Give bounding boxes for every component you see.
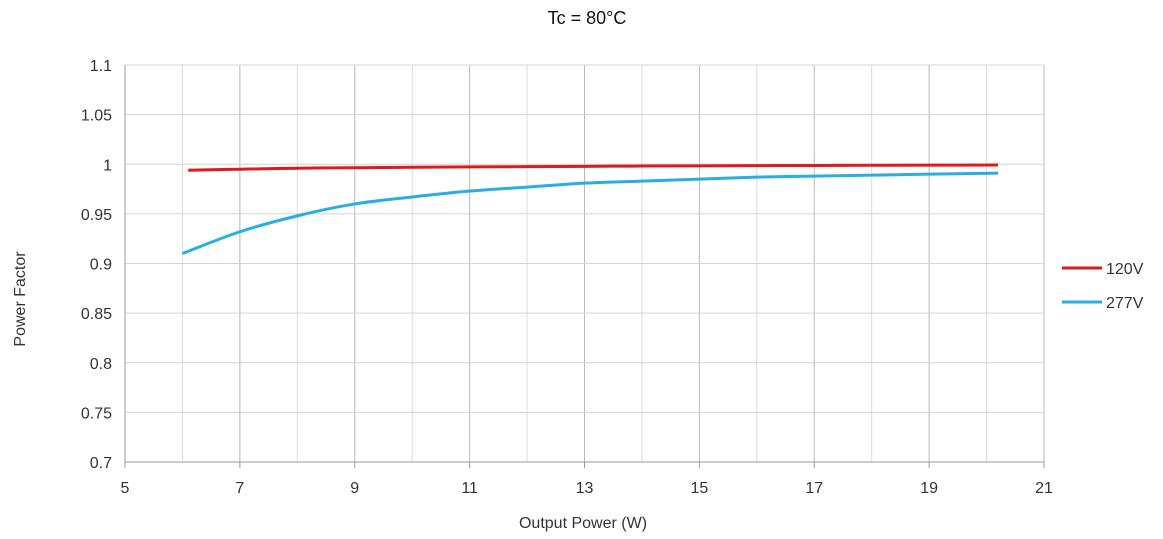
y-tick-label: 0.95 (81, 207, 112, 224)
series-line-277v (181, 171, 999, 255)
grid (125, 64, 1045, 462)
x-tick-label: 13 (576, 480, 594, 497)
y-axis-label: Power Factor (12, 251, 29, 347)
y-tick-label: 0.85 (81, 306, 112, 323)
y-tick-label: 0.7 (90, 455, 112, 472)
axes: 5 7 9 11 13 15 17 19 21 0.7 0.75 0.8 0.85 0.9 0.95 1 1.0… (81, 58, 1053, 497)
series-line-120v (188, 163, 999, 172)
legend: 120V 277V (1062, 261, 1144, 312)
x-axis-label: Output Power (W) (519, 515, 647, 532)
chart-title: Tc = 80°C (548, 8, 627, 28)
x-tick-label: 11 (461, 480, 478, 497)
y-tick-label: 1 (103, 157, 112, 174)
y-tick-label: 1.05 (81, 108, 112, 125)
x-tick-label: 21 (1035, 480, 1053, 497)
x-tick-label: 9 (350, 480, 359, 497)
x-tick-label: 17 (805, 480, 823, 497)
legend-label-277v: 277V (1106, 295, 1144, 312)
x-tick-label: 7 (235, 480, 244, 497)
y-tick-label: 0.9 (90, 257, 112, 274)
y-tick-label: 0.75 (81, 405, 112, 422)
y-tick-label: 1.1 (90, 58, 112, 75)
x-tick-label: 19 (920, 480, 938, 497)
y-tick-label: 0.8 (90, 356, 112, 373)
x-tick-label: 15 (690, 480, 708, 497)
series-lines (181, 163, 999, 255)
legend-label-120v: 120V (1106, 261, 1144, 278)
x-tick-label: 5 (121, 480, 130, 497)
